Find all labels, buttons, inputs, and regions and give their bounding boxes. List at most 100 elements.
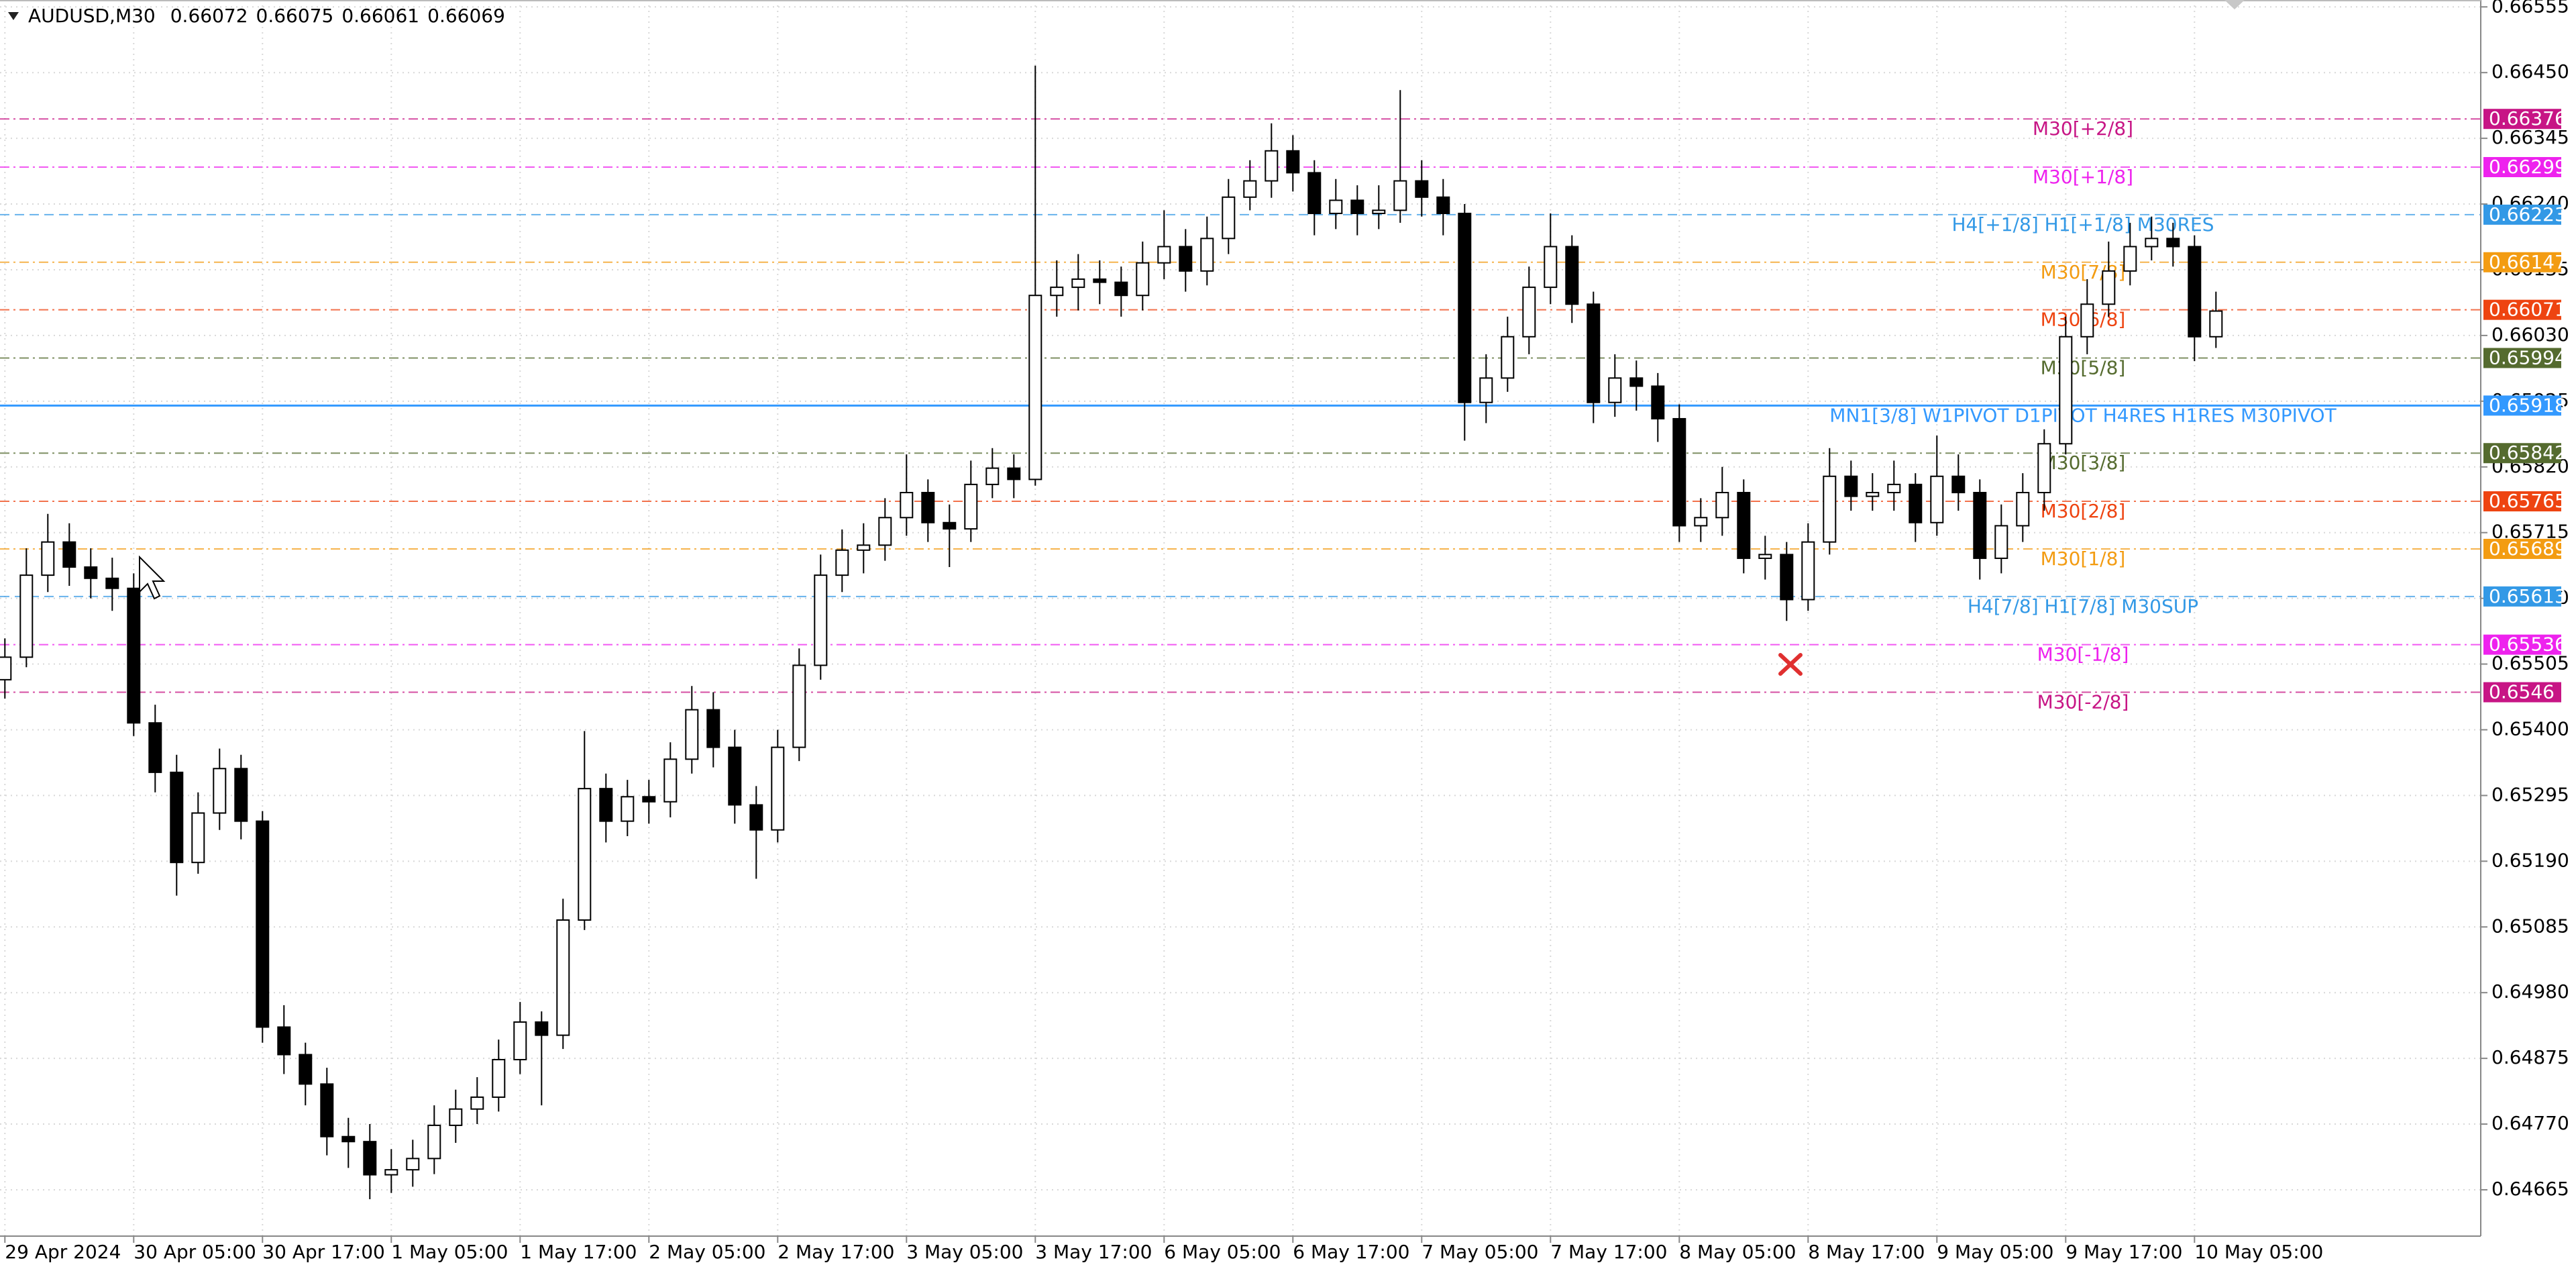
menu-triangle[interactable] <box>8 12 19 20</box>
x-tick-label: 10 May 05:00 <box>2194 1241 2323 1263</box>
candle-body <box>857 544 871 551</box>
candle-body <box>513 1021 527 1060</box>
x-tick-label: 6 May 05:00 <box>1164 1241 1281 1263</box>
x-tick-label: 3 May 17:00 <box>1035 1241 1152 1263</box>
candle-body <box>2188 246 2202 338</box>
x-tick-label: 6 May 17:00 <box>1293 1241 1409 1263</box>
candle-body <box>1307 172 1322 215</box>
candle-body <box>170 771 184 864</box>
x-tick-label: 7 May 05:00 <box>1421 1241 1538 1263</box>
candle-body <box>2059 336 2073 445</box>
candle-body <box>1114 281 1128 297</box>
candle-body <box>1565 246 1579 305</box>
candle-body <box>985 467 1000 485</box>
price-tag <box>2483 157 2561 178</box>
y-tick-label: 0.65085 <box>2491 915 2569 937</box>
x-tick-label: 1 May 17:00 <box>520 1241 637 1263</box>
x-tick-label: 2 May 05:00 <box>649 1241 765 1263</box>
price-tag <box>2483 634 2561 655</box>
candle-body <box>685 709 699 760</box>
price-tag-label: 0.65689 <box>2489 538 2567 560</box>
price-tag-label: 0.65918 <box>2489 394 2567 416</box>
levels: M30[+2/8] M30[+1/8] H4[+1/8] H1[+1/8] M30R… <box>0 117 2481 713</box>
y-tick-label: 0.66030 <box>2491 323 2569 346</box>
level-label: M30[-1/8] <box>2037 644 2129 666</box>
price-tag <box>2483 491 2561 512</box>
candle-body <box>213 768 227 814</box>
candle-body <box>1737 492 1751 559</box>
candle-body <box>1136 262 1150 297</box>
y-tick-label: 0.64665 <box>2491 1178 2569 1200</box>
y-tick-label: 0.66555 <box>2491 0 2569 17</box>
price-tag <box>2483 443 2561 464</box>
candle-body <box>1866 492 1880 497</box>
candle-body <box>728 746 742 806</box>
deal-marker <box>1778 653 1803 676</box>
price-tag <box>2483 538 2561 559</box>
x-tick-label: 30 Apr 17:00 <box>262 1241 385 1263</box>
candle-body <box>470 1096 484 1110</box>
level-label: MN1[3/8] W1PIVOT D1PIVOT H4RES H1RES M30… <box>1829 404 2337 426</box>
candle-body <box>406 1158 420 1171</box>
level-label: M30[5/8] <box>2041 356 2126 378</box>
candle-body <box>1587 303 1601 403</box>
price-tag <box>2483 299 2561 320</box>
candle-body <box>2209 310 2223 338</box>
candle-body <box>1050 287 1064 297</box>
level-label: H4[+1/8] H1[+1/8] M30RES <box>1952 213 2214 236</box>
candle-body <box>2016 492 2030 527</box>
candle-body <box>1007 467 1021 480</box>
price-tag <box>2483 252 2561 272</box>
candle-body <box>1200 238 1214 272</box>
price-tag-label: 0.65536 <box>2489 633 2567 656</box>
candle-body <box>1071 278 1085 289</box>
x-tick-label: 30 Apr 05:00 <box>133 1241 256 1263</box>
price-tag-label: 0.66071 <box>2489 299 2567 321</box>
candle-body <box>1243 180 1257 198</box>
level-label: M30[+1/8] <box>2033 166 2133 188</box>
candle-body <box>1522 287 1536 338</box>
price-tag-label: 0.66147 <box>2489 251 2567 273</box>
candle-body <box>341 1135 356 1143</box>
candle-body <box>19 574 34 658</box>
candle-body <box>1265 150 1279 182</box>
candle-body <box>792 664 806 748</box>
shift-marker[interactable] <box>2224 0 2245 9</box>
candle-body <box>1544 246 1558 289</box>
y-tick-label: 0.66450 <box>2491 60 2569 83</box>
candle-body <box>2145 238 2159 248</box>
level-label: M30[3/8] <box>2041 452 2126 474</box>
candle-body <box>1350 199 1364 215</box>
candle-body <box>1801 541 1815 601</box>
candle-body <box>1844 475 1858 497</box>
candles <box>0 65 2223 1199</box>
candle-body <box>1909 483 1923 523</box>
candle-body <box>84 566 98 579</box>
price-tag-label: 0.6546 <box>2489 681 2555 703</box>
high: 0.66075 <box>256 5 334 27</box>
candle-body <box>299 1054 313 1085</box>
candle-body <box>2102 270 2116 305</box>
y-tick-label: 0.64770 <box>2491 1112 2569 1134</box>
candle-body <box>749 804 763 831</box>
candle-body <box>2080 303 2094 338</box>
candle-body <box>535 1021 549 1036</box>
candle-body <box>2166 238 2180 248</box>
price-tag-label: 0.65613 <box>2489 585 2567 607</box>
x-tick-label: 9 May 17:00 <box>2065 1241 2182 1263</box>
price-tag <box>2483 204 2561 225</box>
candle-body <box>127 587 141 724</box>
x-tick-label: 1 May 05:00 <box>391 1241 508 1263</box>
candle-body <box>556 919 570 1036</box>
candle-body <box>1329 199 1343 215</box>
candle-body <box>62 541 76 568</box>
candle-body <box>621 796 635 822</box>
x-tick-label: 8 May 17:00 <box>1808 1241 1925 1263</box>
candle-body <box>148 722 162 773</box>
candle-body <box>2037 443 2051 494</box>
mouse-cursor <box>139 555 166 600</box>
candle-body <box>663 758 678 803</box>
x-tick-label: 29 Apr 2024 <box>5 1241 121 1263</box>
y-tick-label: 0.65400 <box>2491 717 2569 740</box>
